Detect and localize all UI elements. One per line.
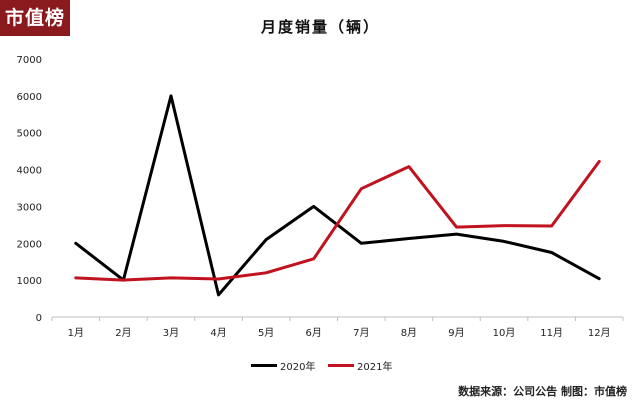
y-tick-label: 1000 bbox=[17, 276, 42, 287]
legend-item-2020: 2020年 bbox=[251, 356, 315, 374]
x-tick-label: 5月 bbox=[258, 327, 274, 339]
x-tick-label: 9月 bbox=[448, 327, 464, 339]
x-tick-label: 11月 bbox=[540, 327, 563, 339]
legend-item-2021: 2021年 bbox=[328, 356, 392, 374]
y-tick-label: 2000 bbox=[17, 239, 42, 250]
x-tick-label: 6月 bbox=[306, 327, 322, 339]
series-lines bbox=[74, 94, 601, 297]
x-tick-label: 8月 bbox=[401, 327, 417, 339]
x-axis: 1月 2月 3月 4月 5月 6月 7月 8月 9月 10月 11月 12月 bbox=[51, 316, 624, 339]
x-tick-label: 1月 bbox=[68, 327, 84, 339]
x-tick-label: 7月 bbox=[353, 327, 369, 339]
source-footer: 数据来源：公司公告 制图：市值榜 bbox=[458, 385, 627, 398]
x-tick-label: 10月 bbox=[493, 327, 516, 339]
legend-label-2021: 2021年 bbox=[357, 361, 393, 373]
legend-swatch-2021 bbox=[328, 363, 354, 367]
y-tick-label: 3000 bbox=[17, 202, 42, 213]
x-tick-label: 3月 bbox=[163, 327, 179, 339]
legend-label-2020: 2020年 bbox=[280, 361, 316, 373]
legend-swatch-2020 bbox=[251, 363, 277, 367]
series-line-2021 bbox=[74, 160, 601, 282]
y-tick-label: 4000 bbox=[17, 166, 42, 177]
y-tick-label: 7000 bbox=[17, 55, 42, 66]
x-tick-label: 4月 bbox=[210, 327, 226, 339]
y-axis: 0 1000 2000 3000 4000 5000 6000 7000 bbox=[17, 55, 42, 324]
x-tick-label: 2月 bbox=[115, 327, 131, 339]
y-tick-label: 5000 bbox=[17, 129, 42, 140]
y-tick-label: 0 bbox=[36, 313, 42, 324]
legend: 2020年 2021年 bbox=[0, 356, 641, 374]
x-tick-label: 12月 bbox=[588, 327, 611, 339]
y-tick-label: 6000 bbox=[17, 92, 42, 103]
brand-logo: 市值榜 bbox=[0, 0, 70, 36]
chart-title: 月度销量（辆） bbox=[260, 18, 380, 36]
series-line-2020 bbox=[74, 94, 601, 297]
